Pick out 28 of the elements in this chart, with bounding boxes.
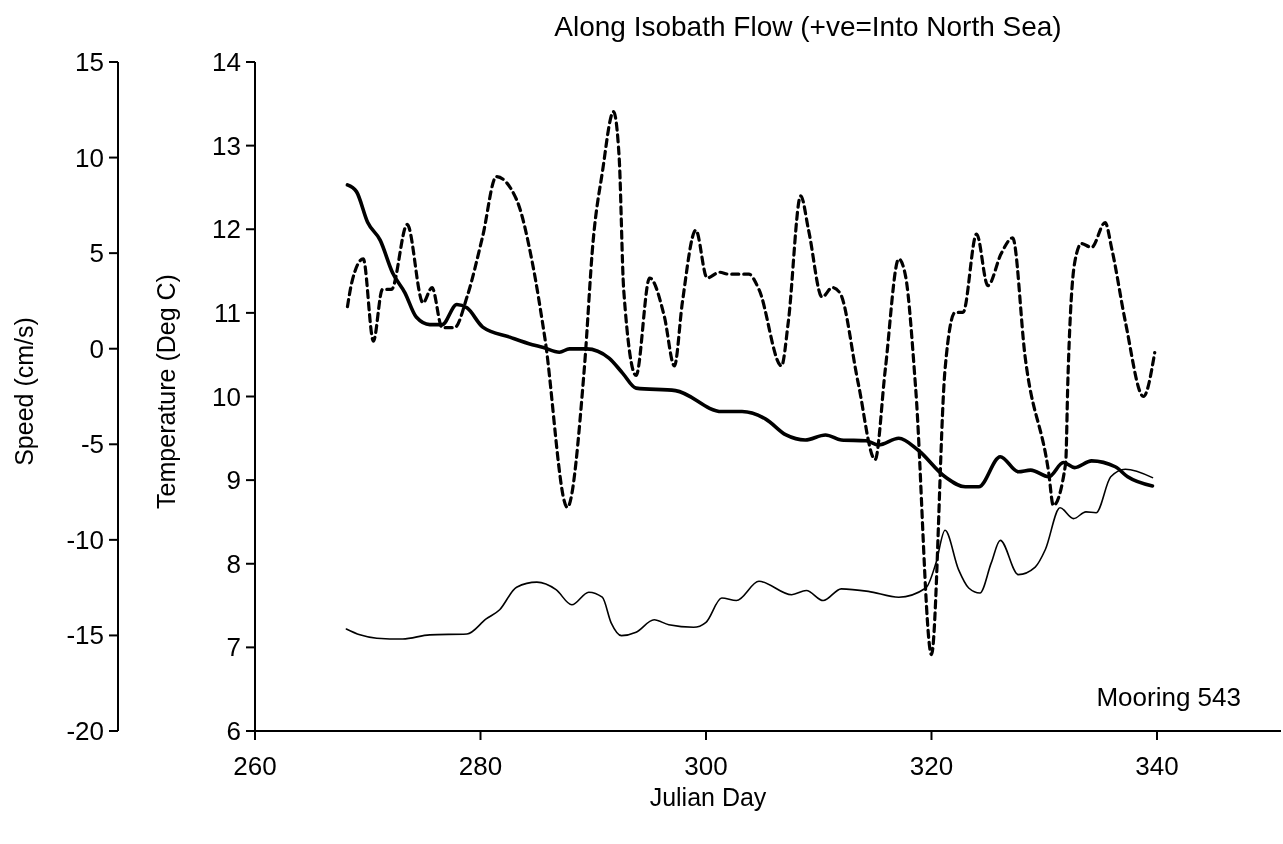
y-tick-label: 11 <box>214 297 241 328</box>
y-tick-label: 13 <box>212 130 241 161</box>
y2-tick-label: -5 <box>80 429 104 460</box>
y2-tick-label: 10 <box>75 142 104 173</box>
y2-tick-label: 5 <box>89 238 104 269</box>
y-tick-label: 9 <box>226 465 241 496</box>
chart-title: Along Isobath Flow (+ve=Into North Sea) <box>554 11 1062 42</box>
y2-tick-label: 15 <box>75 47 104 77</box>
line-series <box>345 110 1157 657</box>
x-axis-title: Julian Day <box>649 783 767 811</box>
x-tick-label: 280 <box>458 751 503 781</box>
y2-tick-label: -20 <box>66 716 104 746</box>
y2-axis-title: Speed (cm/s) <box>10 317 38 466</box>
y2-tick-label: -15 <box>66 620 104 651</box>
x-tick-label: 300 <box>684 751 728 781</box>
y-tick-label: 8 <box>226 548 241 579</box>
x-tick-label: 260 <box>233 751 277 781</box>
y2-tick-label: 0 <box>89 333 104 364</box>
y-tick-label: 10 <box>212 381 241 412</box>
y-axis-title: Temperature (Deg C) <box>152 274 180 509</box>
x-tick-label: 320 <box>909 751 954 781</box>
y2-tick-label: -10 <box>66 524 104 555</box>
y-tick-label: 12 <box>212 214 241 245</box>
annotation: Mooring 543 <box>1096 682 1241 712</box>
x-tick-label: 340 <box>1135 751 1179 781</box>
y-tick-label: 6 <box>226 716 241 746</box>
y-tick-label: 14 <box>212 47 241 77</box>
y-tick-label: 7 <box>226 632 241 663</box>
